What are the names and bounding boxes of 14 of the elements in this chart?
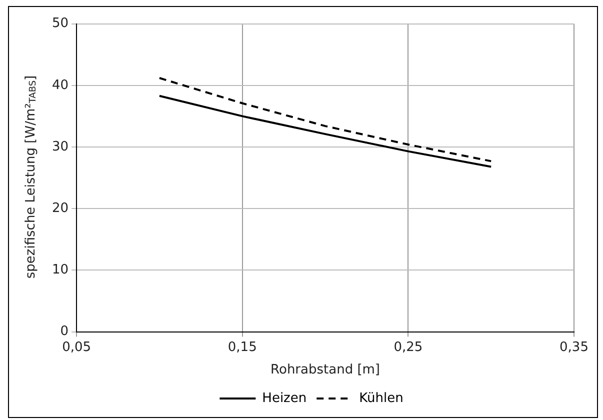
x-axis-title: Rohrabstand [m]	[270, 362, 380, 378]
line-series	[158, 77, 492, 162]
y-tick-label: 40	[52, 78, 69, 93]
y-tick-label: 50	[52, 16, 69, 32]
y-tick-label: 20	[52, 200, 69, 216]
y-tick-label: 10	[52, 262, 69, 278]
x-tick-label: 0,35	[560, 340, 588, 355]
legend-label: Kühlen	[359, 390, 404, 406]
y-tick-label: 30	[52, 139, 69, 154]
x-tick-label: 0,15	[228, 340, 257, 355]
y-tick-label: 0	[60, 324, 69, 340]
x-tick-label: 0,25	[394, 340, 423, 355]
legend-label: Heizen	[262, 390, 307, 406]
x-tick-label: 0,05	[62, 340, 92, 355]
